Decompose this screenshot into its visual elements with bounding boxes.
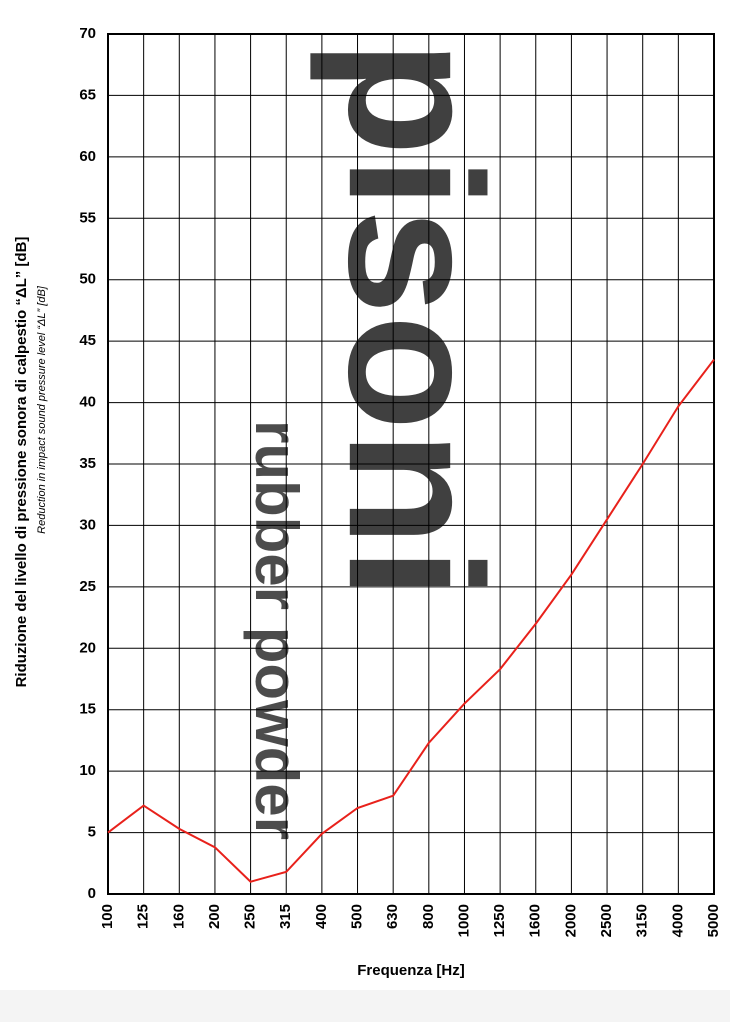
x-tick-label: 1250 [491,904,508,937]
x-axis-title: Frequenza [Hz] [357,962,465,979]
y-axis-title: Riduzione del livello di pressione sonor… [13,237,30,688]
x-tick-label: 100 [99,904,116,929]
x-tick-label: 1600 [527,904,544,937]
x-tick-label: 3150 [634,904,651,937]
y-tick-label: 70 [79,25,96,42]
y-axis-subtitle: Reduction in impact sound pressure level… [36,285,48,534]
watermark: pisoni [309,40,521,599]
y-tick-label: 65 [79,86,96,103]
x-tick-label: 2000 [562,904,579,937]
y-tick-label: 55 [79,209,96,226]
x-tick-label: 2500 [598,904,615,937]
plot-frame [107,33,715,895]
x-tick-label: 250 [242,904,259,929]
x-tick-label: 4000 [669,904,686,937]
x-tick-label: 200 [206,904,223,929]
y-tick-label: 10 [79,762,96,779]
y-tick-label: 0 [88,885,96,902]
watermark: rubber powder [243,420,310,840]
y-tick-label: 40 [79,394,96,411]
footer-band [0,990,730,1022]
x-tick-label: 800 [420,904,437,929]
data-line [107,358,715,883]
y-tick-label: 30 [79,516,96,533]
x-tick-label: 160 [170,904,187,929]
x-tick-label: 630 [384,904,401,929]
x-tick-label: 1000 [455,904,472,937]
x-tick-label: 500 [348,904,365,929]
y-tick-label: 20 [79,639,96,656]
y-tick-label: 25 [79,578,96,595]
y-tick-label: 60 [79,148,96,165]
x-tick-label: 5000 [705,904,722,937]
y-tick-label: 5 [88,824,96,841]
y-tick-label: 45 [79,332,96,349]
x-tick-label: 125 [135,904,152,929]
y-tick-label: 50 [79,271,96,288]
x-tick-label: 400 [313,904,330,929]
x-tick-label: 315 [277,904,294,929]
y-tick-label: 35 [79,455,96,472]
y-tick-label: 15 [79,701,96,718]
